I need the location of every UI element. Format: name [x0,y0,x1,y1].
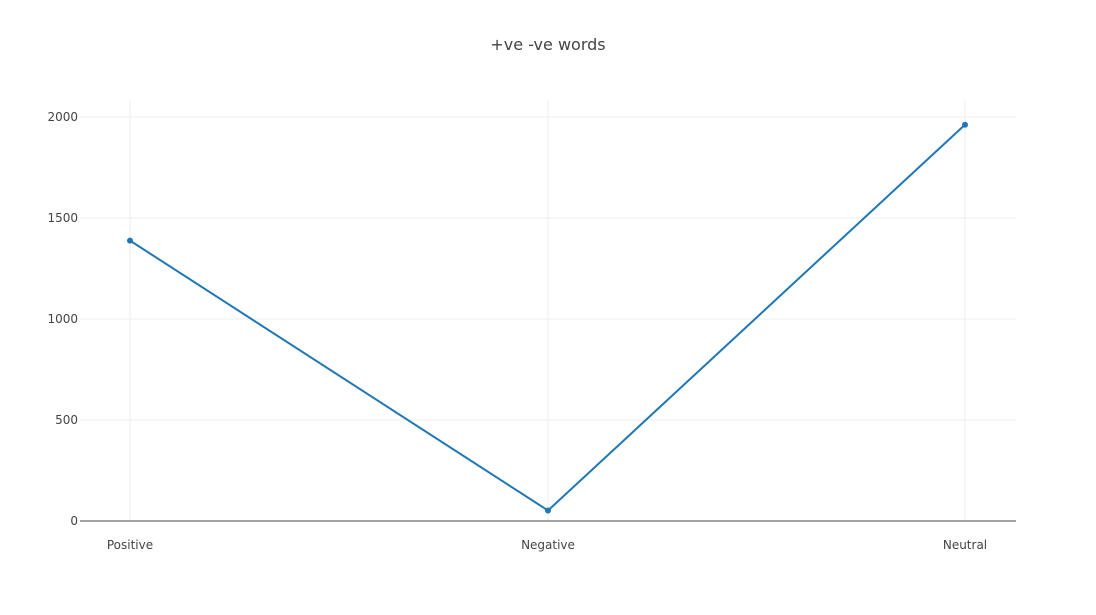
y-tick-label: 1500 [47,211,78,225]
x-tick-label: Negative [521,538,575,552]
y-tick-label: 500 [55,413,78,427]
data-point-negative[interactable] [545,507,551,514]
data-point-positive[interactable] [127,237,133,244]
x-tick-label: Neutral [943,538,987,552]
y-tick-label: 1000 [47,312,78,326]
data-point-neutral[interactable] [962,121,968,128]
chart-title: +ve -ve words [490,35,605,54]
tick-layer: 0 500 1000 1500 2000 Positive Negative Neutral [47,110,987,552]
y-tick-label: 2000 [47,110,78,124]
grid-layer [80,100,1016,521]
series-layer [127,121,968,514]
y-tick-label: 0 [70,514,78,528]
x-tick-label: Positive [107,538,153,552]
